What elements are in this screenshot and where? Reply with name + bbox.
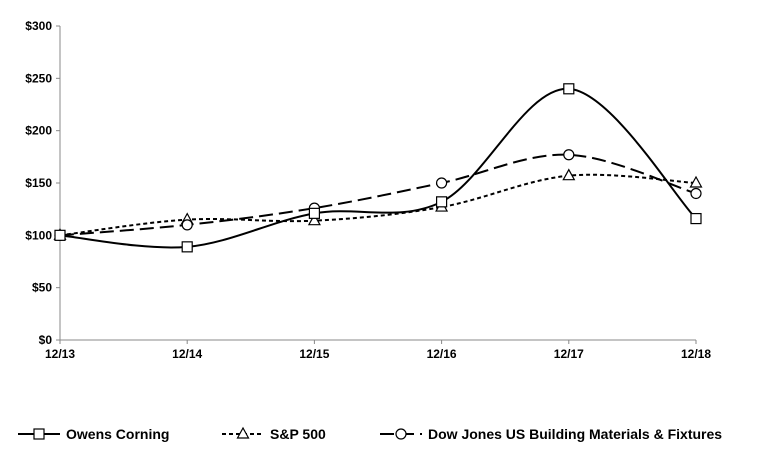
y-tick-label: $50 (32, 281, 52, 295)
data-point-owens-corning (690, 212, 702, 225)
series-line-dow-jones-us-building-materials-fixtures (59, 153, 697, 237)
legend-marker-s-p-500 (236, 426, 250, 439)
x-tick-label: 12/13 (45, 347, 75, 361)
series-line-s-p-500 (59, 173, 697, 237)
data-point-s-p-500 (307, 213, 321, 226)
y-tick-label: $250 (25, 71, 52, 85)
data-point-owens-corning (181, 241, 193, 253)
x-tick-label: 12/14 (172, 347, 202, 361)
data-point-dow-jones-us-building-materials-fixtures (563, 149, 575, 161)
x-tick-label: 12/15 (299, 347, 329, 361)
y-tick-label: $0 (39, 333, 53, 347)
data-point-dow-jones-us-building-materials-fixtures (436, 177, 448, 189)
data-point-owens-corning (54, 229, 66, 241)
y-tick-label: $300 (25, 19, 52, 33)
legend-label-s-p-500: S&P 500 (270, 426, 326, 442)
data-point-owens-corning (436, 196, 448, 208)
legend-label-owens-corning: Owens Corning (66, 426, 169, 442)
data-point-dow-jones-us-building-materials-fixtures (181, 219, 193, 231)
y-tick-label: $200 (25, 124, 52, 138)
data-point-s-p-500 (562, 168, 576, 181)
series-line-owens-corning (59, 87, 697, 249)
data-point-owens-corning (563, 83, 575, 95)
legend-marker-owens-corning (33, 428, 45, 440)
legend-label-dow-jones-us-building-materials-fixtures: Dow Jones US Building Materials & Fixtur… (428, 426, 722, 442)
data-point-dow-jones-us-building-materials-fixtures (690, 187, 702, 200)
y-tick-label: $100 (25, 228, 52, 242)
x-tick-label: 12/17 (554, 347, 584, 361)
data-point-owens-corning (308, 207, 320, 219)
legend-marker-dow-jones-us-building-materials-fixtures (395, 428, 407, 440)
x-tick-label: 12/18 (681, 347, 711, 361)
x-tick-label: 12/16 (427, 347, 457, 361)
legend: Owens Corning S&P 500 Dow Jones US Buildin… (18, 426, 722, 442)
y-tick-label: $150 (25, 176, 52, 190)
data-point-s-p-500 (689, 175, 703, 188)
